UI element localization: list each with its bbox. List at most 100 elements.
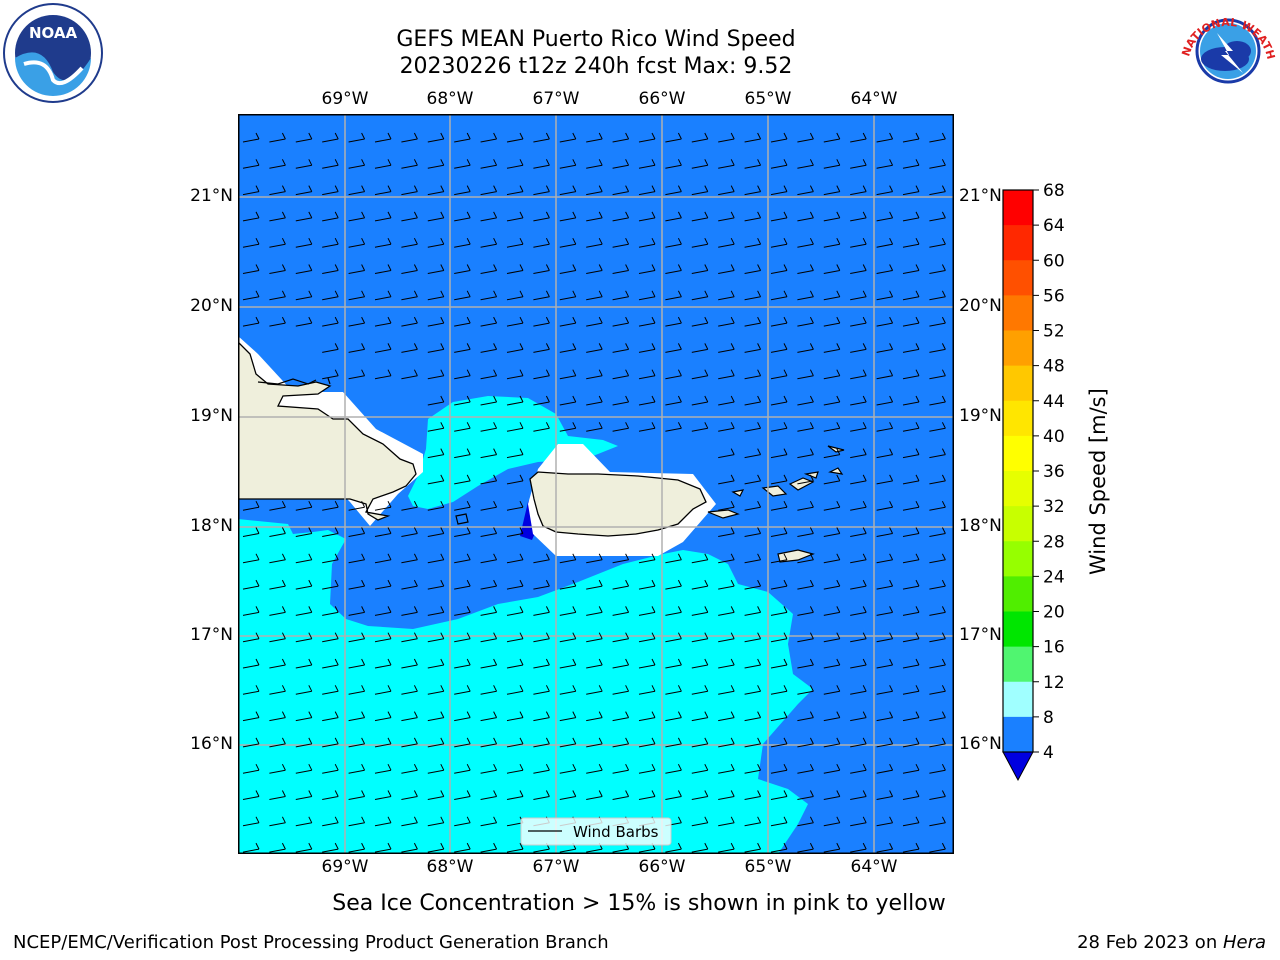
wind-barb	[929, 316, 946, 327]
wind-barb	[242, 500, 260, 511]
ocean-8-12-contour-south	[238, 519, 813, 854]
wind-barb	[348, 211, 366, 222]
wind-barb	[427, 842, 445, 853]
colorbar-tick-label: 8	[1043, 708, 1054, 728]
wind-barb	[559, 211, 577, 222]
wind-barb	[797, 790, 814, 800]
wind-barb	[242, 658, 260, 669]
wind-barb	[427, 632, 445, 643]
wind-barb	[506, 685, 524, 695]
wind-barb	[665, 237, 682, 248]
wind-barb	[797, 369, 814, 380]
wind-barb	[533, 711, 550, 722]
wind-barb	[480, 395, 498, 406]
wind-barb	[427, 816, 445, 827]
lon-label-bottom: 68°W	[426, 857, 474, 877]
wind-barb	[770, 737, 788, 748]
wind-barb	[506, 632, 524, 643]
colorbar-segment	[1003, 260, 1033, 296]
wind-barb	[454, 237, 471, 248]
wind-barb	[506, 290, 524, 301]
wind-barb	[348, 816, 366, 827]
wind-barb	[902, 343, 920, 353]
wind-barb	[797, 474, 814, 485]
wind-barb	[269, 816, 286, 827]
wind-barb	[427, 290, 445, 301]
wind-barb	[269, 316, 286, 327]
wind-barb	[295, 500, 313, 511]
wind-barb	[929, 395, 946, 406]
wind-barb	[744, 500, 762, 511]
wind-barb	[638, 395, 656, 406]
wind-barb	[454, 685, 471, 695]
wind-barb	[533, 369, 550, 380]
wind-barb	[374, 842, 392, 853]
wind-barb	[322, 527, 339, 537]
lat-label-right: 18°N	[959, 516, 1002, 536]
wind-barb	[295, 211, 313, 222]
wind-barb	[322, 685, 339, 695]
wind-barb	[401, 290, 418, 301]
lat-label-right: 20°N	[959, 296, 1002, 316]
wind-barb	[665, 658, 682, 669]
wind-barb	[876, 606, 894, 616]
wind-barb	[797, 422, 814, 432]
wind-barb	[638, 685, 656, 695]
wind-barb	[665, 790, 682, 800]
wind-barb	[427, 159, 445, 169]
wind-barb	[691, 395, 709, 406]
wind-barb	[770, 422, 788, 432]
wind-barb	[665, 685, 682, 695]
wind-barb	[823, 474, 841, 485]
wind-barb	[876, 579, 894, 590]
wind-barb	[480, 527, 498, 537]
wind-barb	[638, 159, 656, 169]
wind-barb	[691, 237, 709, 248]
wind-barb	[744, 632, 762, 643]
wind-barb	[770, 500, 788, 511]
wind-barb	[718, 237, 735, 248]
lat-label-left: 20°N	[190, 296, 233, 316]
wind-barb	[744, 316, 762, 327]
wind-barb	[533, 185, 550, 196]
wind-barb	[929, 448, 946, 459]
wind-barb	[242, 842, 260, 853]
wind-barb	[454, 711, 471, 722]
wind-barb	[586, 790, 603, 800]
wind-barb	[559, 579, 577, 590]
wind-barb	[480, 711, 498, 722]
wind-barb	[269, 711, 286, 722]
wind-barb	[929, 579, 946, 590]
wind-barb	[533, 606, 550, 616]
wind-barb	[638, 132, 656, 143]
wind-barb	[744, 790, 762, 800]
lon-label-bottom: 69°W	[321, 857, 369, 877]
wind-barb	[295, 632, 313, 643]
wind-barb	[374, 685, 392, 695]
wind-barb	[374, 237, 392, 248]
wind-barb	[665, 737, 682, 748]
wind-barb	[506, 474, 524, 485]
wind-barb	[427, 343, 445, 353]
wind-barb	[295, 553, 313, 564]
wind-barb	[374, 737, 392, 748]
wind-barb	[691, 685, 709, 695]
wind-barb	[295, 132, 313, 143]
wind-barb	[242, 816, 260, 827]
wind-barb	[348, 290, 366, 301]
wind-barb	[559, 422, 577, 432]
wind-barb	[929, 553, 946, 564]
wind-barb	[427, 553, 445, 564]
wind-barb	[586, 632, 603, 643]
wind-barb	[374, 816, 392, 827]
wind-barb	[586, 685, 603, 695]
map-title: GEFS MEAN Puerto Rico Wind Speed	[396, 27, 796, 52]
wind-barb	[718, 737, 735, 748]
wind-barb	[295, 816, 313, 827]
wind-barb	[506, 553, 524, 564]
wind-barb	[559, 132, 577, 143]
wind-barb	[454, 632, 471, 643]
wind-barb	[850, 658, 867, 669]
wind-barb	[295, 316, 313, 327]
wind-barb	[718, 316, 735, 327]
